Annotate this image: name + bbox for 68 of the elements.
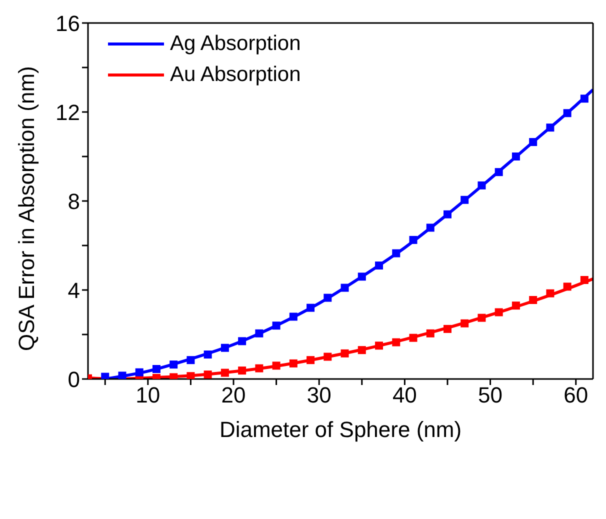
- y-tick-label: 12: [56, 100, 80, 125]
- point: [580, 276, 588, 284]
- point: [238, 337, 246, 346]
- x-tick-label: 60: [564, 382, 588, 408]
- point: [152, 364, 160, 373]
- point: [289, 312, 298, 321]
- point: [478, 181, 486, 190]
- point: [375, 342, 384, 350]
- point: [135, 368, 144, 376]
- point: [478, 314, 486, 322]
- point: [426, 224, 434, 232]
- legend-label: Au Absorption: [170, 62, 301, 88]
- point: [204, 350, 212, 359]
- point: [443, 210, 452, 218]
- legend-label: Ag Absorption: [170, 31, 301, 57]
- x-axis-title: Diameter of Sphere (nm): [219, 417, 462, 442]
- point: [409, 236, 418, 244]
- point: [324, 352, 332, 361]
- point: [255, 364, 264, 372]
- point: [392, 338, 400, 346]
- point: [409, 334, 418, 342]
- point: [460, 196, 469, 204]
- point: [238, 366, 246, 375]
- point: [170, 360, 178, 369]
- point: [101, 372, 110, 379]
- point: [186, 356, 195, 364]
- point: [306, 356, 315, 364]
- point: [272, 362, 280, 370]
- point: [529, 296, 538, 304]
- y-axis-title: QSA Error in Absorption (nm): [14, 66, 39, 351]
- point: [255, 329, 264, 338]
- point: [272, 322, 280, 330]
- point: [289, 359, 298, 368]
- point: [204, 370, 212, 379]
- point: [443, 324, 452, 333]
- x-tick-label: 10: [136, 382, 160, 408]
- point: [494, 308, 503, 316]
- point: [563, 282, 572, 291]
- point: [580, 94, 588, 103]
- point: [426, 329, 434, 338]
- y-tick-label: 8: [68, 188, 80, 214]
- point: [306, 304, 315, 312]
- point: [118, 372, 126, 379]
- point: [340, 284, 349, 292]
- y-tick-label: 4: [68, 278, 80, 303]
- point: [563, 109, 572, 118]
- point: [220, 344, 229, 352]
- point: [220, 368, 229, 377]
- point: [460, 319, 469, 328]
- x-tick-label: 40: [392, 382, 417, 408]
- point: [186, 372, 195, 379]
- point: [546, 124, 554, 132]
- x-tick-label: 30: [306, 382, 332, 408]
- point: [340, 349, 349, 358]
- point: [375, 262, 384, 270]
- point: [392, 249, 400, 258]
- point: [546, 289, 554, 298]
- y-tick-label: 16: [56, 10, 80, 36]
- point: [358, 272, 366, 281]
- point: [529, 138, 538, 146]
- y-tick-label: 0: [68, 366, 80, 392]
- point: [324, 294, 332, 302]
- x-tick-label: 50: [478, 382, 503, 408]
- point: [358, 346, 366, 354]
- point: [494, 168, 503, 176]
- point: [512, 152, 520, 160]
- x-tick-label: 20: [221, 382, 246, 408]
- point: [512, 302, 520, 310]
